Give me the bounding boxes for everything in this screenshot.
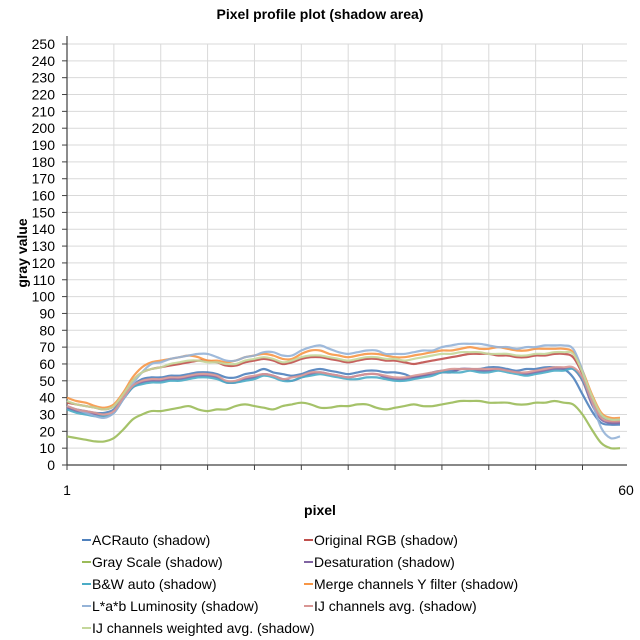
x-tick-label: 1	[63, 482, 71, 498]
legend-label: Original RGB (shadow)	[314, 532, 458, 548]
legend-item: Original RGB (shadow)	[304, 530, 458, 550]
y-tick-label: 170	[32, 171, 56, 187]
gridlines	[67, 43, 627, 465]
legend-swatch-icon	[82, 583, 91, 585]
x-tick-labels: 1 60	[63, 482, 634, 498]
chart-title: Pixel profile plot (shadow area)	[216, 6, 424, 22]
legend-item: L*a*b Luminosity (shadow)	[82, 596, 259, 616]
legend-label: L*a*b Luminosity (shadow)	[92, 598, 259, 614]
legend-swatch-icon	[82, 627, 91, 629]
y-tick-label: 0	[47, 457, 55, 473]
y-axis-label: gray value	[14, 218, 30, 288]
y-tick-label: 210	[32, 103, 56, 119]
legend-swatch-icon	[304, 539, 313, 541]
series-line-l-a-b-luminosity-shadow	[66, 342, 621, 440]
legend-swatch-icon	[304, 583, 313, 585]
series-line-ij-channels-avg-shadow	[66, 365, 621, 423]
y-tick-label: 130	[32, 238, 56, 254]
y-tick-label: 40	[39, 390, 55, 406]
y-tick-label: 180	[32, 154, 56, 170]
y-tick-label: 60	[39, 356, 55, 372]
y-tick-label: 150	[32, 204, 56, 220]
series-line-gray-scale-shadow	[66, 399, 621, 450]
y-tick-label: 110	[33, 272, 56, 288]
series-line-acrauto-shadow	[66, 365, 621, 426]
y-tick-labels: 0102030405060708090100110120130140150160…	[32, 36, 56, 473]
y-tick-label: 240	[32, 53, 56, 69]
y-tick-label: 10	[39, 440, 55, 456]
plot-area: 0102030405060708090100110120130140150160…	[32, 36, 634, 498]
legend-swatch-icon	[304, 561, 313, 563]
data-lines	[66, 342, 621, 450]
y-tick-label: 30	[39, 406, 55, 422]
legend-swatch-icon	[304, 605, 313, 607]
axes	[62, 36, 627, 470]
y-tick-label: 90	[39, 305, 55, 321]
legend-label: IJ channels weighted avg. (shadow)	[92, 620, 315, 636]
y-tick-label: 230	[32, 70, 56, 86]
legend-item: Merge channels Y filter (shadow)	[304, 574, 518, 594]
series-line-merge-channels-y-filter-shadow	[66, 346, 621, 420]
legend-item: Desaturation (shadow)	[304, 552, 455, 572]
y-tick-label: 80	[39, 322, 55, 338]
series-line-b-w-auto-shadow	[66, 367, 621, 421]
legend-item: B&W auto (shadow)	[82, 574, 217, 594]
legend-label: Gray Scale (shadow)	[92, 554, 223, 570]
legend-swatch-icon	[82, 539, 91, 541]
legend-item: ACRauto (shadow)	[82, 530, 210, 550]
y-tick-label: 160	[32, 188, 56, 204]
legend-item: IJ channels weighted avg. (shadow)	[82, 618, 315, 638]
legend-label: B&W auto (shadow)	[92, 576, 217, 592]
x-tick-label: 60	[618, 482, 634, 498]
y-tick-label: 120	[32, 255, 56, 271]
y-tick-label: 190	[32, 137, 56, 153]
legend-label: IJ channels avg. (shadow)	[314, 598, 477, 614]
legend-item: Gray Scale (shadow)	[82, 552, 223, 572]
y-tick-label: 100	[32, 289, 56, 305]
legend-label: Merge channels Y filter (shadow)	[314, 576, 519, 592]
y-tick-label: 250	[32, 36, 56, 52]
legend-label: Desaturation (shadow)	[314, 554, 455, 570]
legend-swatch-icon	[82, 605, 91, 607]
y-tick-label: 20	[39, 423, 55, 439]
y-tick-label: 140	[32, 221, 56, 237]
legend-item: IJ channels avg. (shadow)	[304, 596, 477, 616]
x-axis-label: pixel	[304, 502, 336, 518]
y-tick-label: 70	[39, 339, 55, 355]
legend-swatch-icon	[82, 561, 91, 563]
y-tick-label: 200	[32, 120, 56, 136]
legend-label: ACRauto (shadow)	[92, 532, 211, 548]
y-tick-label: 50	[39, 373, 55, 389]
series-line-ij-channels-weighted-avg-shadow	[66, 350, 621, 421]
y-tick-label: 220	[32, 87, 56, 103]
